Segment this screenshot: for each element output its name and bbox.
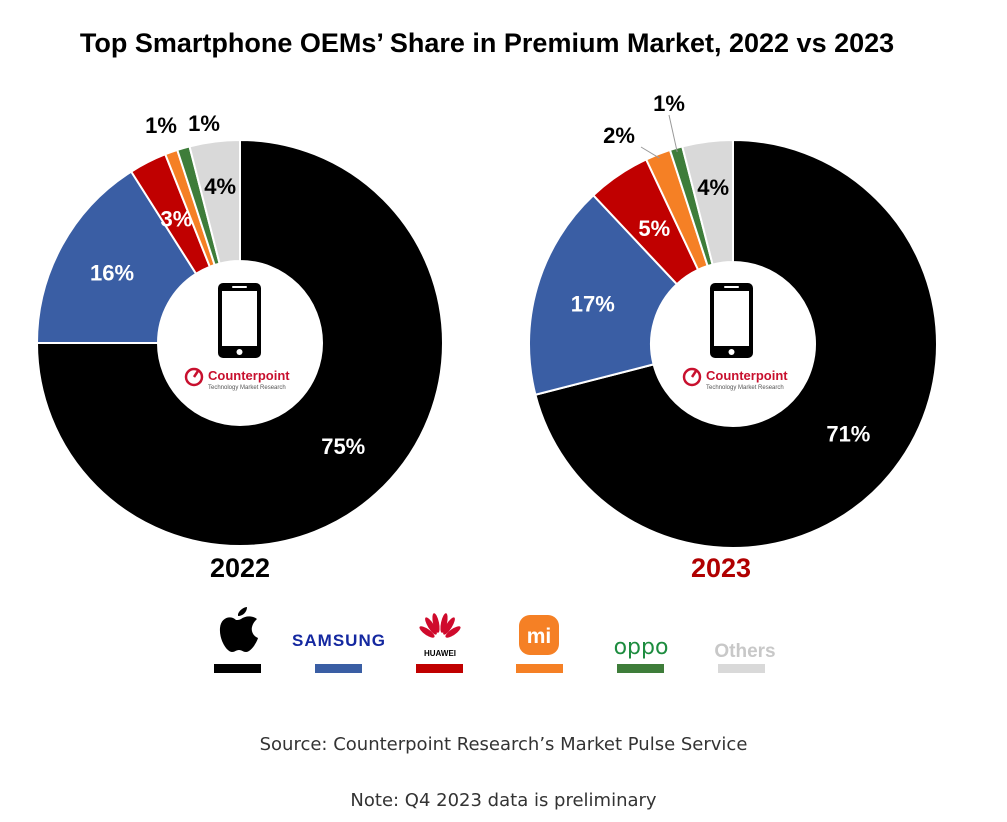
legend-item-samsung: SAMSUNG xyxy=(292,631,386,673)
data-label-2023-others: 4% xyxy=(697,175,729,200)
year-label-2022: 2022 xyxy=(210,553,270,583)
leader-line-2023-xiaomi xyxy=(640,146,660,159)
legend-swatch-oppo xyxy=(617,664,664,673)
huawei-logo: HUAWEI xyxy=(424,649,456,658)
legend-swatch-samsung xyxy=(315,664,362,673)
counterpoint-tagline: Technology Market Research xyxy=(706,385,784,391)
smartphone-icon xyxy=(218,283,261,358)
smartphone-icon xyxy=(710,283,753,358)
legend-item-apple xyxy=(214,607,261,673)
legend-item-huawei: HUAWEI xyxy=(416,613,463,673)
legend: SAMSUNG HUAWEI mi oppo Others xyxy=(214,607,776,673)
center-logo-2023: Counterpoint Technology Market Research xyxy=(682,283,788,391)
legend-swatch-huawei xyxy=(416,664,463,673)
data-label-2022-samsung: 16% xyxy=(90,261,134,286)
data-label-2022-oppo: 1% xyxy=(188,111,220,136)
data-label-2023-oppo: 1% xyxy=(653,91,685,116)
slice-2022-apple xyxy=(35,138,444,547)
year-label-2023: 2023 xyxy=(691,553,751,583)
data-label-2022-apple: 75% xyxy=(321,434,365,459)
legend-swatch-others xyxy=(718,664,765,673)
huawei-flower-icon xyxy=(419,613,461,638)
chart-title: Top Smartphone OEMs’ Share in Premium Ma… xyxy=(80,28,894,58)
legend-item-others: Others xyxy=(714,641,776,673)
others-label: Others xyxy=(714,641,775,662)
data-label-2023-huawei: 5% xyxy=(638,216,670,241)
oppo-logo: oppo xyxy=(614,635,669,660)
samsung-logo: SAMSUNG xyxy=(292,631,386,650)
data-label-2022-others: 4% xyxy=(204,174,236,199)
slice-2022-others xyxy=(188,138,241,265)
data-label-2022-xiaomi: 1% xyxy=(145,113,177,138)
slice-2023-apple xyxy=(534,138,938,549)
data-label-2023-samsung: 17% xyxy=(571,291,615,316)
slice-2023-others xyxy=(681,138,734,266)
counterpoint-brand: Counterpoint xyxy=(706,368,788,383)
apple-logo-icon xyxy=(219,607,258,652)
preliminary-note: Note: Q4 2023 data is preliminary xyxy=(350,790,657,811)
xiaomi-logo-icon xyxy=(519,615,559,655)
source-note: Source: Counterpoint Research’s Market P… xyxy=(259,734,748,755)
data-label-2023-apple: 71% xyxy=(826,421,870,446)
legend-swatch-apple xyxy=(214,664,261,673)
slice-2022-samsung xyxy=(35,170,198,344)
data-label-2023-xiaomi: 2% xyxy=(603,123,635,148)
leader-line-2023-oppo xyxy=(668,114,678,153)
counterpoint-logo-icon xyxy=(184,367,204,387)
legend-item-xiaomi: mi xyxy=(516,615,563,673)
center-logo-2022: Counterpoint Technology Market Research xyxy=(184,283,290,391)
counterpoint-tagline: Technology Market Research xyxy=(208,385,286,391)
counterpoint-logo-icon xyxy=(682,367,702,387)
xiaomi-logo: mi xyxy=(527,625,552,648)
legend-swatch-xiaomi xyxy=(516,664,563,673)
counterpoint-brand: Counterpoint xyxy=(208,368,290,383)
legend-item-oppo: oppo xyxy=(614,635,669,673)
